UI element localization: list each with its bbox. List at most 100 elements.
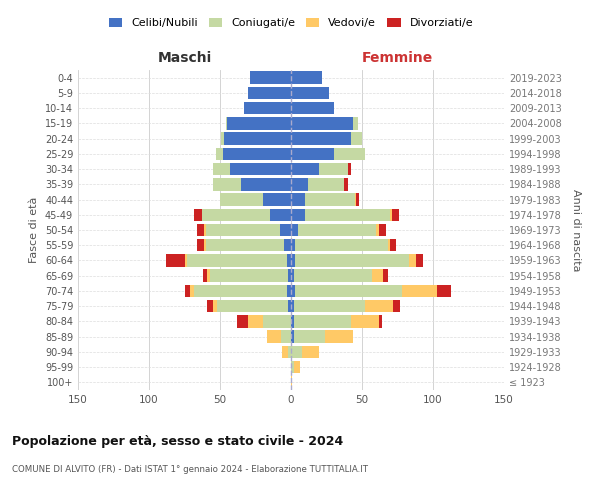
Bar bbox=[291, 361, 294, 374]
Bar bbox=[283, 346, 288, 358]
Bar bbox=[250, 72, 291, 84]
Bar bbox=[409, 254, 416, 266]
Bar bbox=[291, 132, 350, 145]
Bar bbox=[248, 86, 291, 99]
Bar bbox=[203, 270, 207, 282]
Bar bbox=[206, 224, 280, 236]
Bar bbox=[325, 330, 353, 343]
Bar bbox=[383, 270, 388, 282]
Bar bbox=[194, 208, 202, 221]
Bar bbox=[391, 239, 396, 252]
Bar bbox=[350, 132, 362, 145]
Bar bbox=[287, 254, 291, 266]
Bar bbox=[302, 346, 319, 358]
Bar bbox=[294, 270, 372, 282]
Bar bbox=[220, 194, 263, 206]
Bar bbox=[205, 224, 206, 236]
Bar bbox=[388, 239, 391, 252]
Bar bbox=[365, 300, 393, 312]
Bar bbox=[291, 163, 319, 175]
Legend: Celibi/Nubili, Coniugati/e, Vedovi/e, Divorziati/e: Celibi/Nubili, Coniugati/e, Vedovi/e, Di… bbox=[109, 18, 473, 28]
Bar bbox=[416, 254, 423, 266]
Bar bbox=[305, 208, 391, 221]
Bar bbox=[295, 284, 402, 297]
Bar bbox=[376, 224, 379, 236]
Bar bbox=[190, 284, 194, 297]
Bar bbox=[280, 224, 291, 236]
Bar bbox=[223, 148, 291, 160]
Bar bbox=[291, 330, 294, 343]
Text: Maschi: Maschi bbox=[157, 51, 212, 65]
Bar bbox=[185, 254, 187, 266]
Bar bbox=[305, 194, 355, 206]
Bar bbox=[294, 330, 325, 343]
Bar bbox=[291, 117, 353, 130]
Bar bbox=[295, 239, 388, 252]
Bar bbox=[288, 300, 291, 312]
Bar bbox=[224, 132, 291, 145]
Bar bbox=[241, 178, 291, 190]
Bar bbox=[294, 315, 350, 328]
Bar bbox=[393, 300, 400, 312]
Bar bbox=[221, 132, 224, 145]
Bar bbox=[291, 284, 295, 297]
Bar bbox=[350, 315, 379, 328]
Text: COMUNE DI ALVITO (FR) - Dati ISTAT 1° gennaio 2024 - Elaborazione TUTTITALIA.IT: COMUNE DI ALVITO (FR) - Dati ISTAT 1° ge… bbox=[12, 465, 368, 474]
Bar bbox=[227, 117, 291, 130]
Bar bbox=[267, 330, 281, 343]
Bar bbox=[291, 194, 305, 206]
Bar bbox=[206, 239, 284, 252]
Bar bbox=[437, 284, 451, 297]
Bar bbox=[288, 270, 291, 282]
Bar bbox=[353, 117, 358, 130]
Bar bbox=[284, 239, 291, 252]
Bar bbox=[298, 224, 376, 236]
Bar bbox=[379, 315, 382, 328]
Bar bbox=[392, 208, 399, 221]
Bar bbox=[291, 270, 294, 282]
Bar bbox=[213, 300, 217, 312]
Bar bbox=[372, 270, 383, 282]
Bar bbox=[291, 208, 305, 221]
Bar bbox=[291, 178, 308, 190]
Bar bbox=[288, 346, 291, 358]
Bar bbox=[248, 315, 263, 328]
Bar bbox=[294, 300, 365, 312]
Bar bbox=[391, 208, 392, 221]
Bar bbox=[291, 224, 298, 236]
Bar bbox=[185, 284, 190, 297]
Bar bbox=[344, 178, 348, 190]
Bar bbox=[294, 361, 299, 374]
Bar bbox=[334, 148, 365, 160]
Bar bbox=[291, 148, 334, 160]
Bar bbox=[291, 72, 322, 84]
Bar bbox=[166, 254, 185, 266]
Bar bbox=[207, 270, 210, 282]
Bar bbox=[281, 330, 291, 343]
Bar bbox=[226, 117, 227, 130]
Bar bbox=[308, 178, 344, 190]
Bar bbox=[230, 163, 291, 175]
Bar bbox=[213, 163, 230, 175]
Bar bbox=[205, 239, 206, 252]
Bar bbox=[356, 194, 359, 206]
Bar bbox=[244, 102, 291, 115]
Bar bbox=[291, 254, 295, 266]
Bar bbox=[379, 224, 386, 236]
Y-axis label: Anni di nascita: Anni di nascita bbox=[571, 188, 581, 271]
Bar bbox=[216, 148, 223, 160]
Bar bbox=[237, 315, 248, 328]
Bar bbox=[270, 208, 291, 221]
Bar bbox=[291, 346, 302, 358]
Bar bbox=[197, 224, 205, 236]
Bar bbox=[197, 239, 205, 252]
Bar bbox=[402, 284, 437, 297]
Bar bbox=[348, 163, 350, 175]
Bar bbox=[319, 163, 348, 175]
Text: Popolazione per età, sesso e stato civile - 2024: Popolazione per età, sesso e stato civil… bbox=[12, 435, 343, 448]
Bar bbox=[291, 239, 295, 252]
Bar bbox=[263, 194, 291, 206]
Bar bbox=[207, 300, 213, 312]
Bar bbox=[355, 194, 356, 206]
Text: Femmine: Femmine bbox=[362, 51, 433, 65]
